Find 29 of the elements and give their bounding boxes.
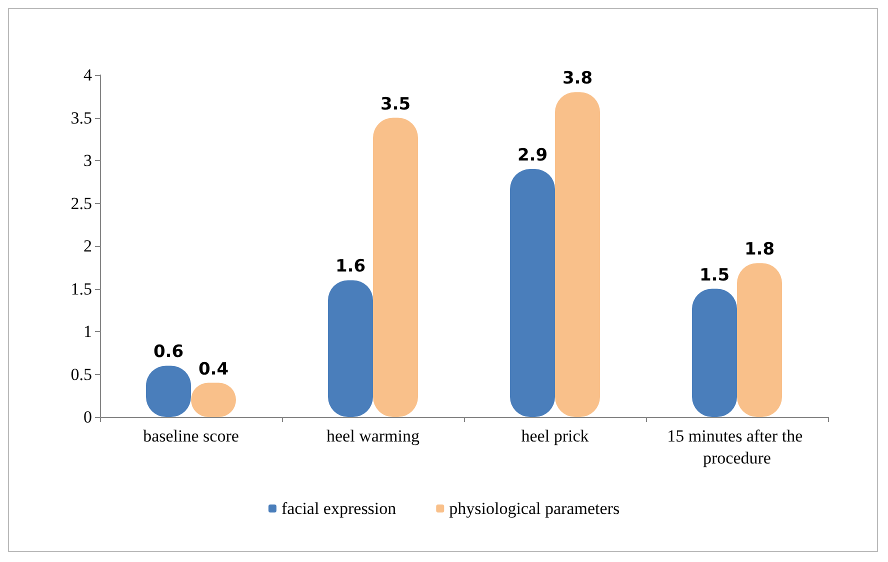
- bar: [373, 118, 418, 417]
- bar: [737, 263, 782, 417]
- x-tick-label: 15 minutes after the procedure: [667, 426, 807, 468]
- x-tick-label: baseline score: [143, 426, 239, 446]
- bar: [555, 92, 600, 417]
- y-tick-label: 0.5: [70, 364, 92, 384]
- y-tick-label: 0: [84, 408, 92, 426]
- y-tick-label: 2.5: [70, 194, 92, 213]
- data-label: 0.4: [198, 359, 229, 380]
- data-label: 1.6: [335, 256, 366, 277]
- bar: [510, 169, 555, 417]
- bar: [328, 280, 373, 417]
- y-tick-label: 4: [84, 66, 92, 84]
- y-tick-label: 3.5: [70, 108, 92, 128]
- data-label: 3.5: [380, 94, 411, 114]
- bar: [692, 288, 737, 417]
- legend-label: physiological parameters: [449, 499, 620, 518]
- x-tick-label: heel prick: [521, 426, 590, 446]
- legend-label: facial expression: [281, 499, 397, 518]
- y-tick-label: 1: [84, 322, 92, 341]
- data-label: 2.9: [517, 146, 548, 166]
- x-tick-label: heel warming: [326, 426, 420, 446]
- data-label: 3.8: [562, 68, 593, 89]
- y-tick-label: 2: [84, 236, 92, 256]
- y-tick-label: 1.5: [70, 279, 92, 298]
- data-label: 0.6: [153, 342, 184, 362]
- y-tick-label: 3: [84, 151, 92, 170]
- data-label: 1.5: [699, 265, 730, 286]
- data-label: 1.8: [744, 240, 775, 260]
